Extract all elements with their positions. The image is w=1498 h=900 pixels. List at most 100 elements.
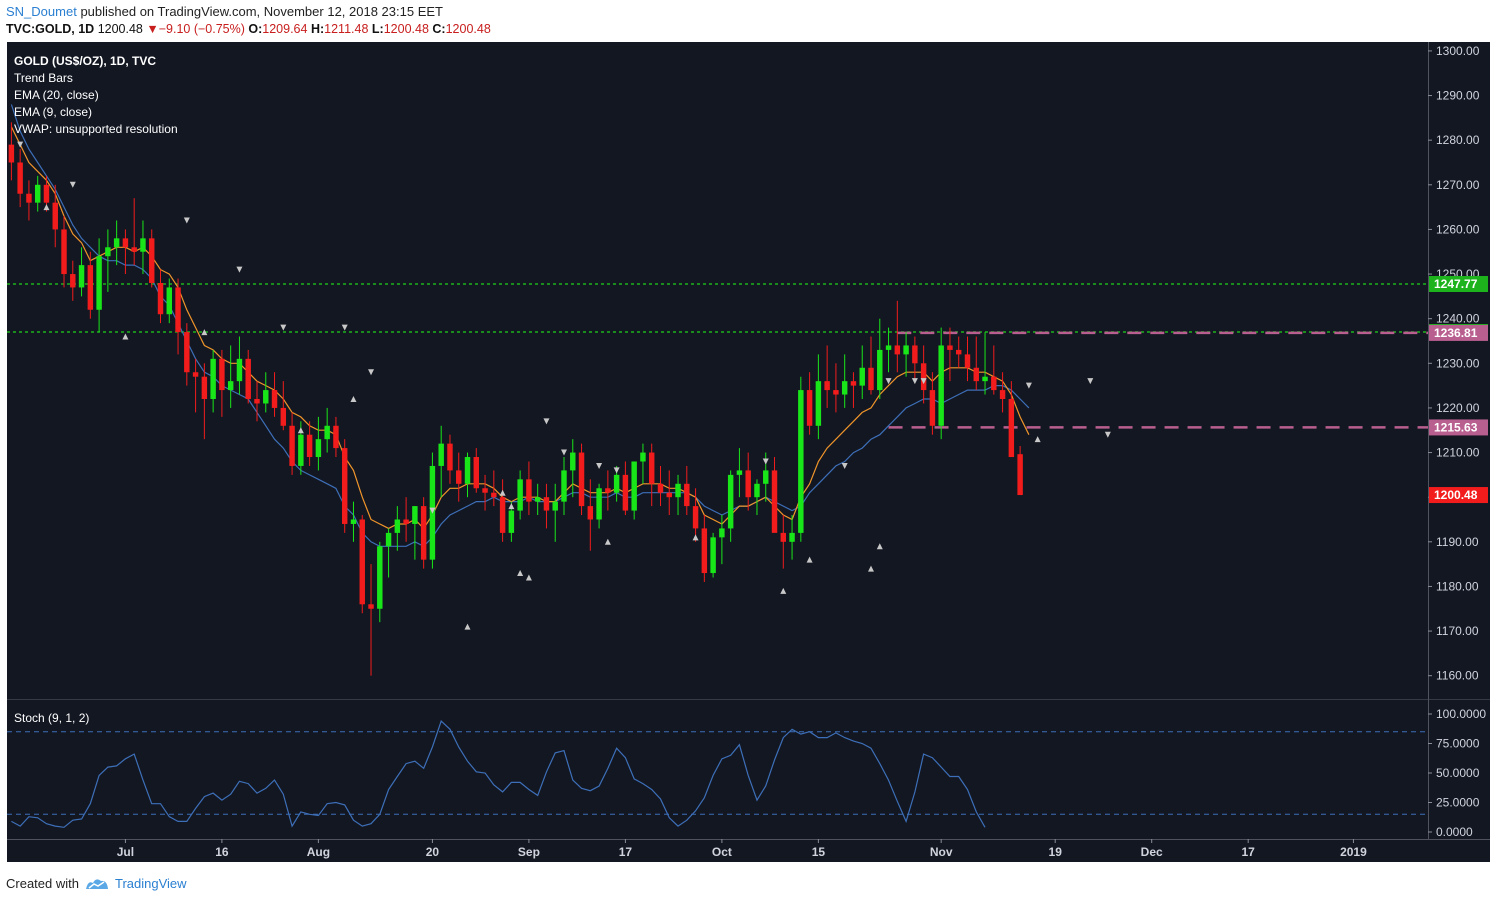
- candle-body: [166, 287, 172, 315]
- legend-title: GOLD (US$/OZ), 1D, TVC: [14, 54, 156, 68]
- candle-body: [561, 470, 567, 502]
- candle-body: [684, 483, 690, 507]
- trend-marker-down: [236, 266, 243, 273]
- trend-marker-up: [604, 538, 611, 545]
- candle-body: [236, 358, 243, 382]
- trend-marker-up: [876, 543, 883, 550]
- candle-body: [113, 238, 120, 248]
- candle-body: [578, 452, 585, 507]
- price-axis-badge-label: 1236.81: [1434, 326, 1478, 340]
- trend-marker-down: [920, 378, 927, 385]
- candle-body: [570, 452, 576, 471]
- candle-body: [52, 202, 58, 230]
- price-tick-label: 1220.00: [1436, 401, 1480, 415]
- candle-body: [219, 358, 225, 391]
- candle-body: [324, 425, 330, 440]
- stoch-line: [11, 720, 986, 828]
- trend-marker-up: [297, 427, 304, 434]
- legend-item: EMA (20, close): [14, 88, 99, 102]
- candle-body: [17, 162, 23, 194]
- candle-body: [227, 381, 234, 391]
- trend-marker-down: [841, 462, 848, 469]
- candle-body: [210, 358, 216, 400]
- candle-body: [999, 390, 1006, 400]
- trend-marker-down: [560, 449, 567, 456]
- candle-body: [806, 390, 813, 426]
- candle-body: [605, 488, 611, 493]
- candle-body: [412, 506, 418, 524]
- candle-body: [692, 506, 699, 529]
- candle-body: [789, 532, 795, 542]
- price-tick-label: 1160.00: [1436, 669, 1479, 683]
- price-tick-label: 1280.00: [1436, 133, 1480, 147]
- candle-body: [947, 345, 953, 350]
- low-value: 1200.48: [383, 22, 429, 36]
- candle-body: [26, 193, 32, 203]
- price-axis-badge: [1429, 276, 1488, 293]
- candle-body: [727, 474, 734, 529]
- candle-body: [666, 492, 672, 498]
- candle-body: [350, 519, 357, 524]
- candle-body: [438, 443, 444, 466]
- trend-marker-down: [368, 369, 375, 376]
- candle-body: [710, 537, 716, 574]
- candle-body: [552, 501, 558, 511]
- time-tick-label: Oct: [712, 845, 732, 859]
- candle-body: [263, 390, 269, 404]
- trend-marker-down: [596, 462, 603, 469]
- price-tick-label: 1260.00: [1436, 222, 1480, 236]
- candle-body: [640, 452, 646, 462]
- trend-marker-down: [69, 181, 76, 188]
- candle-body: [271, 390, 278, 408]
- candle-body: [596, 488, 602, 520]
- candle-body: [34, 184, 41, 203]
- candle-body: [929, 390, 936, 426]
- candle-body: [631, 461, 637, 511]
- close-label: C:: [432, 22, 446, 36]
- candle-body: [8, 144, 15, 163]
- price-tick-label: 1170.00: [1436, 624, 1479, 638]
- time-tick-label: 17: [1242, 845, 1256, 859]
- candle-body: [833, 390, 839, 395]
- candle-body: [517, 479, 523, 511]
- candle-body: [613, 474, 620, 493]
- tradingview-link[interactable]: TradingView: [114, 876, 187, 891]
- publish-info: published on TradingView.com, November 1…: [80, 4, 443, 19]
- candle-body: [920, 363, 927, 391]
- candle-body: [298, 434, 304, 466]
- author-link[interactable]: SN_Doumet: [6, 4, 77, 19]
- trend-marker-down: [543, 418, 550, 425]
- stoch-tick-label: 0.0000: [1436, 825, 1473, 839]
- stoch-tick-label: 75.0000: [1436, 737, 1480, 751]
- symbol-label: TVC:GOLD, 1D: [6, 22, 95, 36]
- trend-marker-up: [1034, 436, 1041, 443]
- down-arrow-icon: ▼: [146, 22, 159, 36]
- time-tick-label: Jul: [117, 845, 134, 859]
- trend-marker-down: [341, 324, 348, 331]
- trend-marker-down: [280, 324, 287, 331]
- price-tick-label: 1230.00: [1436, 356, 1480, 370]
- candle-body: [482, 488, 488, 493]
- candle-body: [394, 519, 401, 533]
- tradingview-logo-icon: [85, 878, 108, 889]
- candle-body: [955, 349, 962, 355]
- time-tick-label: 16: [215, 845, 229, 859]
- candle-body: [499, 497, 506, 533]
- candle-body: [534, 497, 541, 502]
- candle-body: [841, 381, 848, 395]
- time-tick-label: Nov: [930, 845, 953, 859]
- price-axis-badge: [1429, 324, 1488, 341]
- stoch-tick-label: 50.0000: [1436, 766, 1480, 780]
- close-value: 1200.48: [445, 22, 491, 36]
- price-axis-badge-label: 1215.63: [1434, 420, 1478, 434]
- candle-body: [245, 358, 251, 400]
- legend-item: VWAP: unsupported resolution: [14, 122, 178, 136]
- price-tick-label: 1190.00: [1436, 535, 1479, 549]
- candle-body: [745, 470, 751, 498]
- trend-marker-up: [508, 503, 515, 510]
- high-value: 1211.48: [324, 22, 369, 36]
- candle-body: [131, 247, 137, 252]
- trend-marker-up: [499, 489, 506, 496]
- candle-body: [885, 345, 892, 350]
